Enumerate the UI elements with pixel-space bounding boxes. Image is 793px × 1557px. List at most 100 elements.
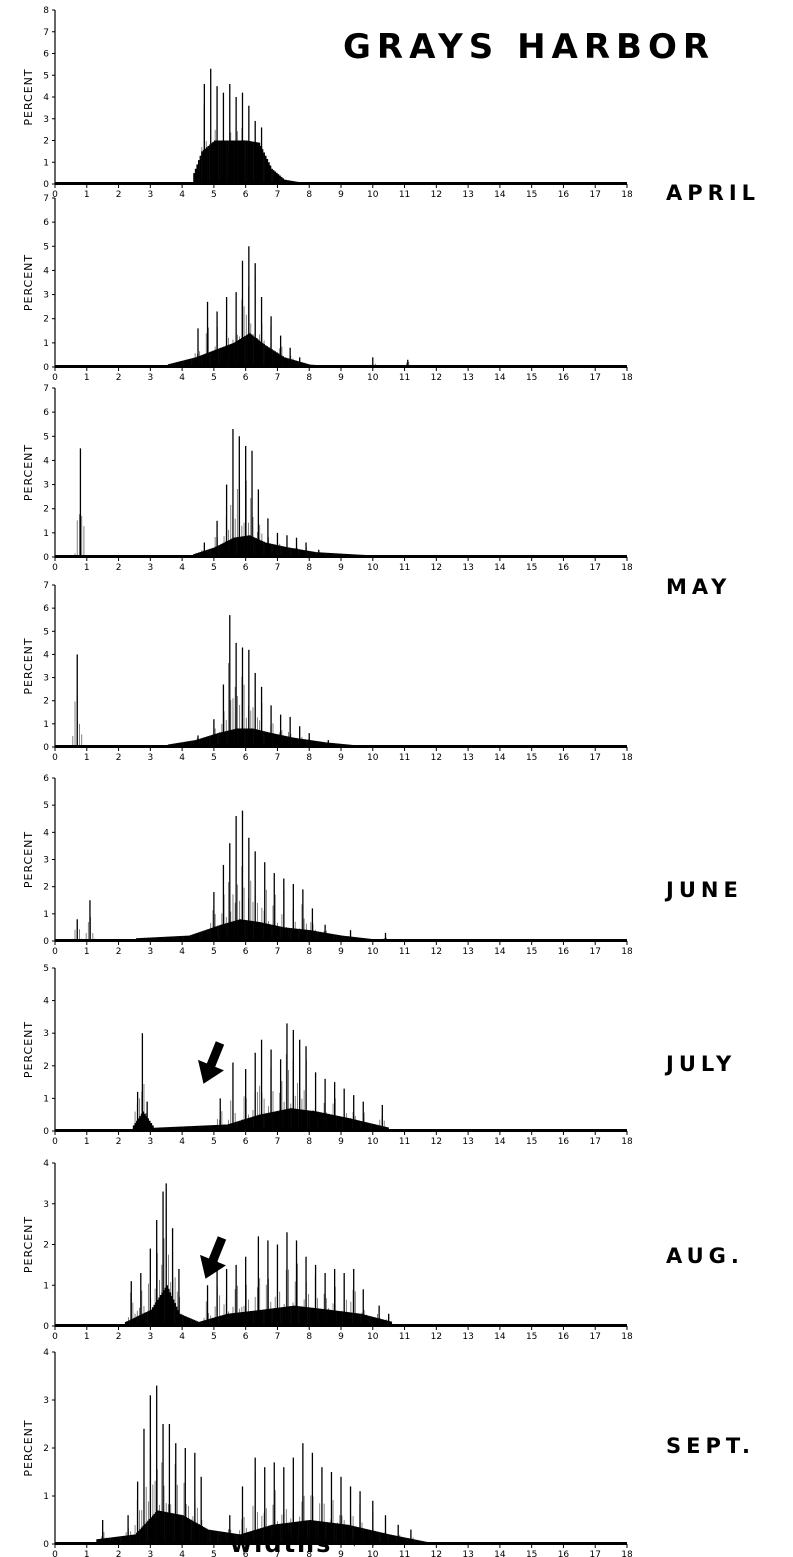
body-bar (304, 1306, 307, 1326)
body-bar (237, 728, 240, 747)
x-tick-label: 0 (52, 190, 58, 200)
body-bar (283, 1109, 286, 1131)
body-bar (153, 1127, 156, 1131)
body-bar (252, 1310, 254, 1326)
body-bar (353, 745, 356, 747)
body-bar (277, 1110, 280, 1131)
x-tick-label: 15 (526, 753, 537, 763)
body-bar (191, 740, 194, 747)
body-bar (277, 545, 280, 557)
body-bar (183, 1126, 186, 1131)
body-bar (317, 931, 319, 941)
x-tick-label: 14 (494, 1550, 506, 1557)
body-bar (379, 1532, 381, 1544)
body-bar (321, 552, 324, 557)
y-axis-label: PERCENT (22, 68, 35, 125)
body-bar (339, 553, 342, 557)
body-bar (264, 542, 267, 557)
body-bar (261, 922, 264, 941)
body-bar (294, 181, 297, 184)
x-tick-label: 12 (431, 753, 442, 763)
body-bar (143, 1113, 146, 1131)
body-bar (326, 1113, 329, 1131)
body-bar (286, 736, 289, 747)
body-bar (283, 357, 286, 367)
body-bar (418, 1540, 421, 1544)
x-tick-label: 1 (84, 947, 90, 957)
x-tick-label: 12 (431, 947, 442, 957)
body-bar (170, 1295, 173, 1326)
body-bar (215, 926, 218, 941)
x-tick-label: 6 (243, 1332, 249, 1342)
body-bar (387, 1534, 389, 1544)
body-bar (309, 1307, 312, 1326)
body-bar (263, 541, 265, 557)
body-bar (288, 1108, 291, 1131)
body-bar (217, 545, 219, 557)
body-bar (239, 140, 242, 184)
body-bar (299, 361, 302, 367)
body-bar (202, 1125, 205, 1131)
x-tick-label: 0 (52, 1332, 58, 1342)
body-bar (202, 930, 205, 941)
body-bar (350, 1312, 353, 1326)
body-bar (282, 735, 285, 747)
body-bar (334, 934, 337, 941)
body-bar (310, 1307, 313, 1326)
body-bar (350, 936, 353, 941)
x-tick-label: 3 (147, 1550, 153, 1557)
body-bar (126, 1535, 129, 1544)
body-bar (355, 1119, 358, 1131)
x-tick-label: 14 (494, 1332, 506, 1342)
y-axis-label: PERCENT (22, 1021, 35, 1078)
x-tick-label: 9 (338, 373, 344, 383)
body-bar (383, 1533, 386, 1544)
body-bar (298, 1306, 300, 1326)
body-bar (159, 1295, 162, 1326)
body-bar (186, 1517, 189, 1544)
body-bar (255, 921, 257, 941)
body-bar (317, 1521, 319, 1544)
body-bar (242, 536, 245, 557)
x-tick-label: 18 (621, 947, 633, 957)
body-bar (174, 743, 176, 747)
x-tick-label: 6 (243, 190, 249, 200)
body-bar (248, 535, 251, 557)
body-bar (286, 1108, 289, 1131)
body-bar (331, 933, 334, 941)
body-bar (275, 1524, 278, 1544)
body-bar (221, 924, 224, 941)
body-bar (182, 360, 184, 367)
x-tick-label: 15 (526, 1550, 537, 1557)
body-bar (155, 937, 157, 941)
body-bar (188, 1317, 191, 1326)
body-bar (198, 356, 200, 367)
body-bar (204, 930, 207, 941)
body-bar (375, 1124, 378, 1131)
y-axis-label: PERCENT (22, 1216, 35, 1273)
body-bar (205, 147, 208, 184)
y-tick-label: 7 (43, 384, 49, 394)
body-bar (250, 728, 253, 747)
body-bar (164, 1511, 167, 1544)
body-bar (294, 1305, 297, 1326)
body-bar (264, 731, 267, 747)
body-bar (172, 743, 175, 747)
body-bar (353, 937, 356, 941)
body-bar (147, 937, 149, 941)
body-bar (350, 1118, 353, 1131)
x-tick-label: 14 (494, 190, 506, 200)
x-tick-label: 13 (462, 1137, 473, 1147)
body-bar (282, 1109, 285, 1131)
body-bar (417, 1540, 420, 1544)
bar-series-2 (74, 429, 323, 557)
x-tick-label: 18 (621, 1137, 633, 1147)
body-bar (294, 928, 297, 941)
body-bar (205, 353, 208, 367)
body-bar (232, 921, 235, 941)
y-tick-label: 2 (43, 137, 49, 147)
body-bar (313, 551, 316, 557)
body-bar (198, 160, 200, 184)
x-tick-label: 13 (462, 947, 473, 957)
x-tick-label: 4 (179, 1332, 185, 1342)
